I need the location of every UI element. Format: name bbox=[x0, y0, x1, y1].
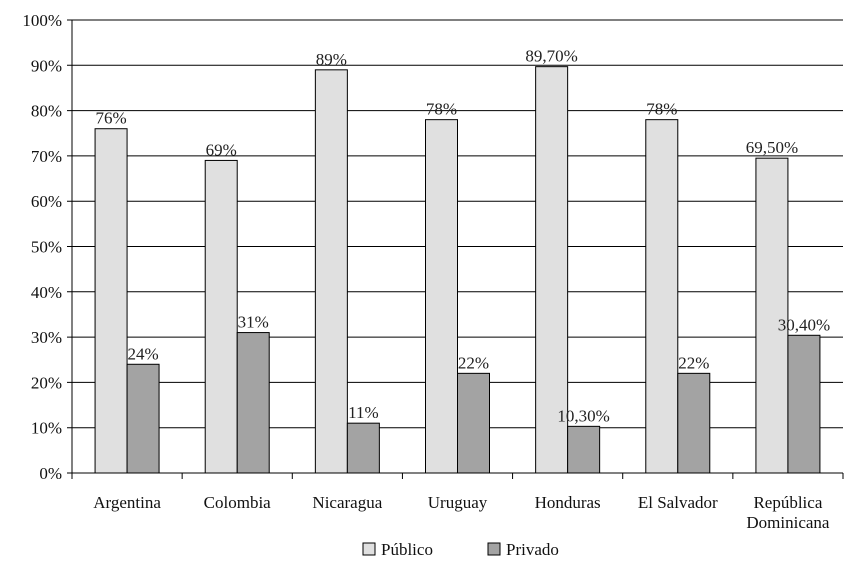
y-tick-label: 80% bbox=[31, 102, 62, 121]
data-label: 24% bbox=[127, 344, 158, 363]
data-label: 22% bbox=[678, 353, 709, 372]
bars bbox=[94, 66, 821, 474]
y-tick-label: 10% bbox=[31, 419, 62, 438]
bar-publico bbox=[94, 128, 128, 474]
y-tick-label: 30% bbox=[31, 328, 62, 347]
x-axis-categories: Argentina Colombia Nicaragua Uruguay Hondura… bbox=[93, 493, 830, 532]
bar-publico bbox=[535, 66, 569, 474]
x-category-label: República Dominicana bbox=[746, 493, 830, 532]
x-category-label: El Salvador bbox=[638, 493, 718, 512]
bar-privado bbox=[567, 425, 601, 474]
y-tick-label: 50% bbox=[31, 238, 62, 257]
data-label: 69,50% bbox=[746, 138, 798, 157]
x-category-label: Uruguay bbox=[428, 493, 488, 512]
axes bbox=[71, 20, 844, 479]
legend: Público Privado bbox=[362, 540, 559, 559]
y-tick-label: 60% bbox=[31, 192, 62, 211]
bar-privado bbox=[126, 363, 160, 474]
legend-swatch-privado bbox=[487, 542, 501, 556]
y-tick-label: 100% bbox=[22, 11, 62, 30]
data-label: 89,70% bbox=[525, 47, 577, 66]
data-label: 31% bbox=[238, 313, 269, 332]
x-category-label: Argentina bbox=[93, 493, 161, 512]
y-tick-label: 90% bbox=[31, 56, 62, 75]
data-label: 78% bbox=[426, 100, 457, 119]
data-label: 76% bbox=[95, 109, 126, 128]
x-category-label: Colombia bbox=[204, 493, 272, 512]
data-label: 78% bbox=[646, 100, 677, 119]
bar-privado bbox=[346, 422, 380, 474]
legend-label-publico: Público bbox=[381, 540, 433, 559]
data-label: 10,30% bbox=[557, 406, 609, 425]
bar-publico bbox=[425, 119, 458, 474]
x-category-label: Honduras bbox=[535, 493, 601, 512]
y-tick-label: 70% bbox=[31, 147, 62, 166]
x-category-label: Nicaragua bbox=[312, 493, 382, 512]
bar-privado bbox=[677, 372, 711, 474]
data-label: 89% bbox=[316, 50, 347, 69]
y-tick-label: 40% bbox=[31, 283, 62, 302]
bar-privado bbox=[787, 334, 821, 474]
data-labels: 76% 24% 69% 31% 89% 11% 78% 22% 89,70% 10,30% 78% 2… bbox=[95, 47, 830, 426]
bar-privado bbox=[457, 372, 490, 474]
bar-publico bbox=[314, 69, 348, 474]
data-label: 69% bbox=[206, 140, 237, 159]
legend-swatch-publico bbox=[362, 542, 376, 556]
legend-label-privado: Privado bbox=[506, 540, 559, 559]
data-label: 30,40% bbox=[778, 315, 830, 334]
data-label: 11% bbox=[348, 403, 379, 422]
y-tick-label: 0% bbox=[39, 464, 62, 483]
bar-publico bbox=[204, 159, 238, 474]
y-tick-label: 20% bbox=[31, 373, 62, 392]
bar-publico bbox=[755, 157, 789, 474]
y-axis-ticks: 0% 10% 20% 30% 40% 50% 60% 70% 80% 90% 100% bbox=[22, 11, 62, 483]
bar-privado bbox=[236, 332, 270, 474]
data-label: 22% bbox=[458, 353, 489, 372]
bar-publico bbox=[645, 119, 679, 474]
